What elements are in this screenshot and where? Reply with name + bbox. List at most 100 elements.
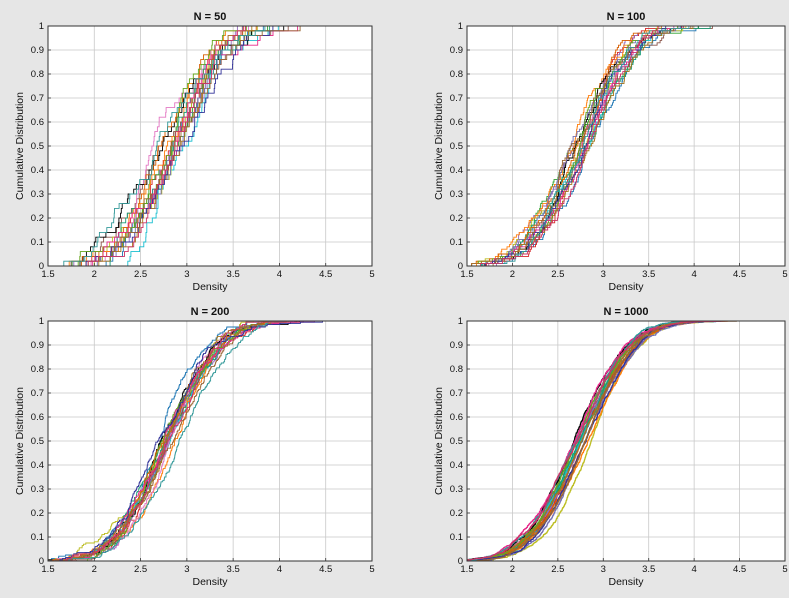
y-tick-label: 0.7: [31, 388, 44, 399]
y-tick-label: 0.2: [450, 213, 463, 224]
x-axis-label: Density: [192, 281, 228, 293]
x-tick-label: 3: [601, 564, 606, 575]
subplot-3: 1.5 2 2.5 3 3.5 4 4.5 5 0 0.1 0.2 0.3 0.4 0.5 0.6 0.7 0.…: [14, 306, 375, 588]
series-line: [471, 25, 740, 267]
x-tick-label: 1.5: [460, 564, 473, 575]
y-tick-label: 0.5: [31, 141, 44, 152]
y-tick-label: 0.4: [31, 165, 44, 176]
x-tick-label: 4.5: [319, 269, 332, 280]
y-tick-label: 0.8: [31, 364, 44, 375]
y-tick-label: 0.4: [31, 460, 44, 471]
y-tick-label: 0.8: [450, 364, 463, 375]
series-group: [467, 320, 767, 562]
y-tick-label: 0.9: [450, 45, 463, 56]
chart-title: N = 200: [191, 306, 230, 318]
x-tick-label: 3: [184, 564, 189, 575]
x-tick-label: 2.5: [134, 269, 147, 280]
y-tick-label: 0.6: [450, 117, 463, 128]
series-line: [471, 25, 740, 267]
x-tick-label: 3: [601, 269, 606, 280]
x-tick-label: 4.5: [319, 564, 332, 575]
y-tick-label: 0.7: [31, 93, 44, 104]
series-line: [471, 25, 740, 267]
x-tick-label: 3.5: [227, 269, 240, 280]
series-line: [48, 320, 326, 562]
y-tick-label: 0.3: [31, 484, 44, 495]
series-line: [467, 320, 767, 562]
y-tick-label: 0.1: [450, 237, 463, 248]
y-tick-label: 0.3: [450, 484, 463, 495]
series-line: [52, 25, 317, 267]
y-tick-label: 0.9: [31, 45, 44, 56]
y-tick-label: 0.4: [450, 165, 463, 176]
y-tick-label: 0.2: [31, 508, 44, 519]
x-tick-label: 5: [369, 564, 374, 575]
y-tick-label: 0.7: [450, 388, 463, 399]
chart-title: N = 1000: [604, 306, 649, 318]
y-tick-label: 1: [39, 316, 44, 327]
x-tick-label: 2.5: [551, 269, 564, 280]
x-tick-label: 4.5: [733, 269, 746, 280]
y-axis-label: Cumulative Distribution: [433, 92, 445, 200]
y-tick-label: 0: [458, 556, 463, 567]
y-tick-label: 0.1: [31, 532, 44, 543]
x-tick-label: 2: [510, 269, 515, 280]
x-tick-label: 5: [369, 269, 374, 280]
x-tick-label: 3.5: [642, 564, 655, 575]
series-line: [471, 25, 740, 267]
y-tick-label: 0.2: [31, 213, 44, 224]
x-tick-label: 2: [92, 564, 97, 575]
y-tick-label: 0.2: [450, 508, 463, 519]
x-axis-label: Density: [608, 281, 644, 293]
y-tick-label: 0.3: [31, 189, 44, 200]
x-tick-label: 3: [184, 269, 189, 280]
y-tick-label: 0.3: [450, 189, 463, 200]
subplot-1: 1.5 2 2.5 3 3.5 4 4.5 5 0 0.1 0.2 0.3 0.4 0.5 0.6 0.7 0.…: [14, 11, 375, 293]
x-tick-label: 2.5: [551, 564, 564, 575]
x-tick-label: 5: [782, 269, 787, 280]
x-tick-label: 1.5: [41, 564, 54, 575]
x-tick-label: 2: [92, 269, 97, 280]
x-tick-label: 4.5: [733, 564, 746, 575]
y-tick-label: 1: [39, 21, 44, 32]
subplot-4: 1.5 2 2.5 3 3.5 4 4.5 5 0 0.1 0.2 0.3 0.4 0.5 0.6 0.7 0.…: [433, 306, 788, 588]
y-tick-label: 0: [458, 261, 463, 272]
series-group: [48, 320, 326, 562]
x-tick-label: 3.5: [227, 564, 240, 575]
y-tick-label: 0: [39, 556, 44, 567]
series-line: [52, 25, 317, 267]
series-line: [471, 25, 740, 267]
y-tick-label: 0.4: [450, 460, 463, 471]
series-group: [471, 25, 740, 267]
series-line: [52, 25, 317, 267]
y-tick-label: 0.1: [450, 532, 463, 543]
y-tick-label: 0.5: [450, 436, 463, 447]
subplot-2: 1.5 2 2.5 3 3.5 4 4.5 5 0 0.1 0.2 0.3 0.4 0.5 0.6 0.7 0.…: [433, 11, 788, 293]
x-tick-label: 4: [691, 564, 696, 575]
series-line: [48, 320, 326, 562]
x-tick-label: 5: [782, 564, 787, 575]
x-tick-label: 4: [277, 564, 282, 575]
x-tick-label: 4: [277, 269, 282, 280]
x-tick-label: 2.5: [134, 564, 147, 575]
series-group: [52, 25, 317, 267]
y-axis-label: Cumulative Distribution: [14, 92, 26, 200]
series-line: [48, 320, 326, 562]
y-tick-label: 0: [39, 261, 44, 272]
series-line: [48, 320, 326, 562]
x-axis-label: Density: [608, 576, 644, 588]
y-tick-label: 0.5: [31, 436, 44, 447]
x-tick-label: 1.5: [460, 269, 473, 280]
y-tick-label: 0.6: [31, 412, 44, 423]
y-tick-label: 0.8: [31, 69, 44, 80]
y-tick-label: 1: [458, 316, 463, 327]
series-line: [467, 320, 767, 562]
y-tick-label: 0.6: [31, 117, 44, 128]
y-tick-label: 0.9: [450, 340, 463, 351]
y-axis-label: Cumulative Distribution: [433, 387, 445, 495]
series-line: [471, 25, 740, 267]
x-axis-label: Density: [192, 576, 228, 588]
y-tick-label: 0.5: [450, 141, 463, 152]
series-line: [467, 320, 767, 562]
